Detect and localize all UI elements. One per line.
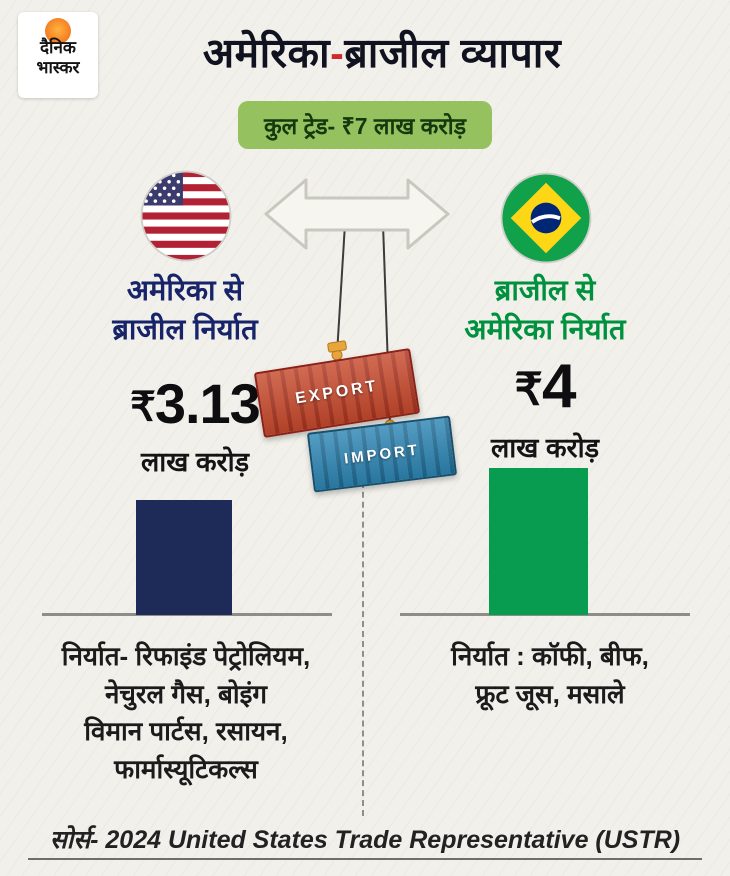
left-rupee-symbol: ₹ — [130, 383, 156, 430]
right-value-unit: लाख करोड़ — [490, 433, 600, 463]
total-trade-badge: कुल ट्रेड- ₹7 लाख करोड़ — [237, 101, 493, 149]
right-bar — [489, 468, 588, 615]
right-rupee-symbol: ₹ — [514, 365, 543, 415]
page-title: अमेरिका-ब्राजील व्यापार — [0, 24, 730, 80]
left-exports-description: निर्यात- रिफाइंड पेट्रोलियम, नेचुरल गैस,… — [61, 641, 311, 785]
left-value: ₹3.13 — [85, 376, 305, 432]
right-value: ₹4 — [440, 356, 650, 418]
right-value-block: ₹4 लाख करोड़ — [440, 356, 650, 465]
logo-line1: दैनिक — [40, 38, 76, 57]
title-part-1: अमेरिका — [202, 30, 331, 76]
title-part-2: ब्राजील व्यापार — [344, 30, 562, 76]
left-column-heading: अमेरिका से ब्राजील निर्यात — [112, 275, 258, 347]
logo-sun-icon — [45, 18, 71, 44]
trade-arrows-icon — [264, 178, 450, 431]
logo-line2: भास्कर — [36, 57, 80, 77]
right-exports-description: निर्यात : कॉफी, बीफ, फ्रूट जूस, मसाले — [451, 641, 649, 709]
title-hyphen: - — [330, 30, 345, 76]
right-column-heading: ब्राजील से अमेरिका निर्यात — [464, 275, 626, 347]
dainik-bhaskar-logo: दैनिक भास्कर — [18, 12, 98, 98]
bottom-divider — [28, 858, 702, 860]
right-value-number: 4 — [541, 352, 576, 421]
brazil-flag-icon — [500, 172, 592, 264]
us-flag-icon — [140, 170, 232, 262]
left-bar — [136, 500, 232, 615]
left-value-number: 3.13 — [154, 372, 261, 435]
import-label: IMPORT — [343, 440, 421, 468]
left-value-block: ₹3.13 लाख करोड़ — [85, 376, 305, 479]
left-value-unit: लाख करोड़ — [140, 447, 250, 477]
source-attribution: सोर्स- 2024 United States Trade Represen… — [49, 826, 681, 854]
column-divider — [362, 452, 364, 816]
export-label: EXPORT — [294, 377, 380, 408]
